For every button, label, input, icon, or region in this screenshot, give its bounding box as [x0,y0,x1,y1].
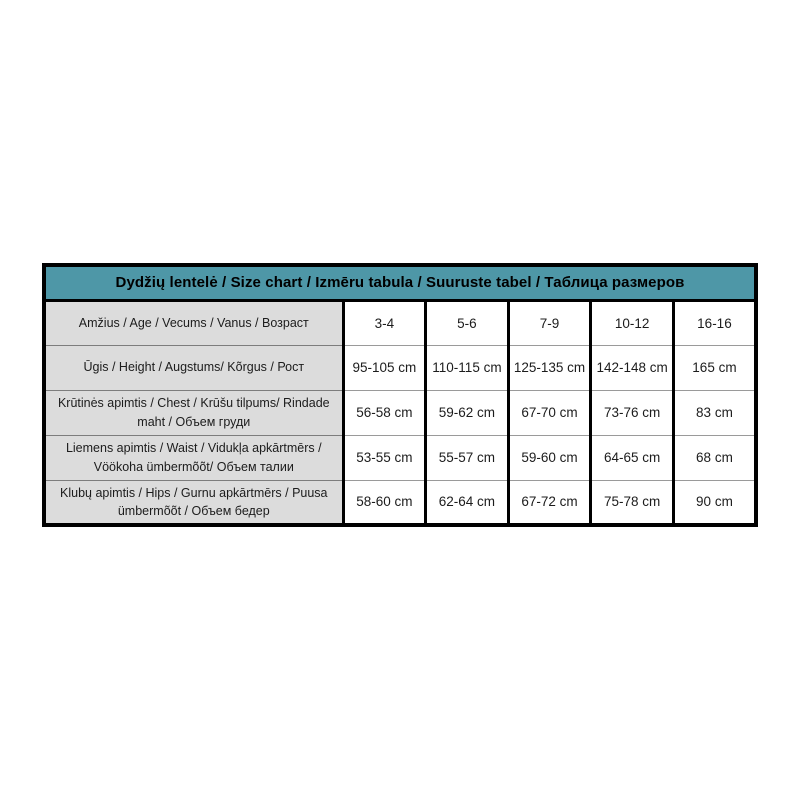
value-cell: 67-72 cm [506,479,593,526]
value-cell: 90 cm [671,479,758,526]
value-cell: 165 cm [671,344,758,391]
value-cell: 83 cm [671,389,758,436]
value-cell: 125-135 cm [506,344,593,391]
value-cell: 64-65 cm [589,434,675,481]
value-cell: 67-70 cm [506,389,593,436]
table-row: Amžius / Age / Vecums / Vanus / Возраст 3… [42,299,758,346]
size-chart-container: Dydžių lentelė / Size chart / Izmēru tab… [42,263,758,527]
value-cell: 59-60 cm [506,434,593,481]
table-row: Ūgis / Height / Augstums/ Kõrgus / Рост 9… [42,344,758,391]
value-cell: 73-76 cm [589,389,675,436]
row-label: Krūtinės apimtis / Chest / Krūšu tilpums… [42,389,345,436]
row-label: Liemens apimtis / Waist / Vidukļa apkārt… [42,434,345,481]
value-cell: 55-57 cm [424,434,510,481]
table-row: Klubų apimtis / Hips / Gurnu apkārtmērs … [42,479,758,526]
value-cell: 75-78 cm [589,479,675,526]
row-label: Amžius / Age / Vecums / Vanus / Возраст [42,299,345,346]
table-title: Dydžių lentelė / Size chart / Izmēru tab… [44,265,756,302]
value-cell: 3-4 [341,299,428,346]
value-cell: 16-16 [671,299,758,346]
value-cell: 53-55 cm [341,434,428,481]
value-cell: 58-60 cm [341,479,428,526]
table-row: Krūtinės apimtis / Chest / Krūšu tilpums… [42,389,758,436]
value-cell: 59-62 cm [424,389,510,436]
value-cell: 62-64 cm [424,479,510,526]
table-header-row: Dydžių lentelė / Size chart / Izmēru tab… [44,265,756,302]
row-label: Ūgis / Height / Augstums/ Kõrgus / Рост [42,344,345,391]
value-cell: 142-148 cm [589,344,675,391]
value-cell: 95-105 cm [341,344,428,391]
size-chart-table: Dydžių lentelė / Size chart / Izmēru tab… [42,263,758,527]
value-cell: 7-9 [506,299,593,346]
value-cell: 68 cm [671,434,758,481]
row-label: Klubų apimtis / Hips / Gurnu apkārtmērs … [42,479,345,526]
table-row: Liemens apimtis / Waist / Vidukļa apkārt… [42,434,758,481]
value-cell: 110-115 cm [424,344,510,391]
value-cell: 5-6 [424,299,510,346]
value-cell: 10-12 [589,299,675,346]
value-cell: 56-58 cm [341,389,428,436]
size-table-body: Amžius / Age / Vecums / Vanus / Возраст 3… [42,299,758,526]
